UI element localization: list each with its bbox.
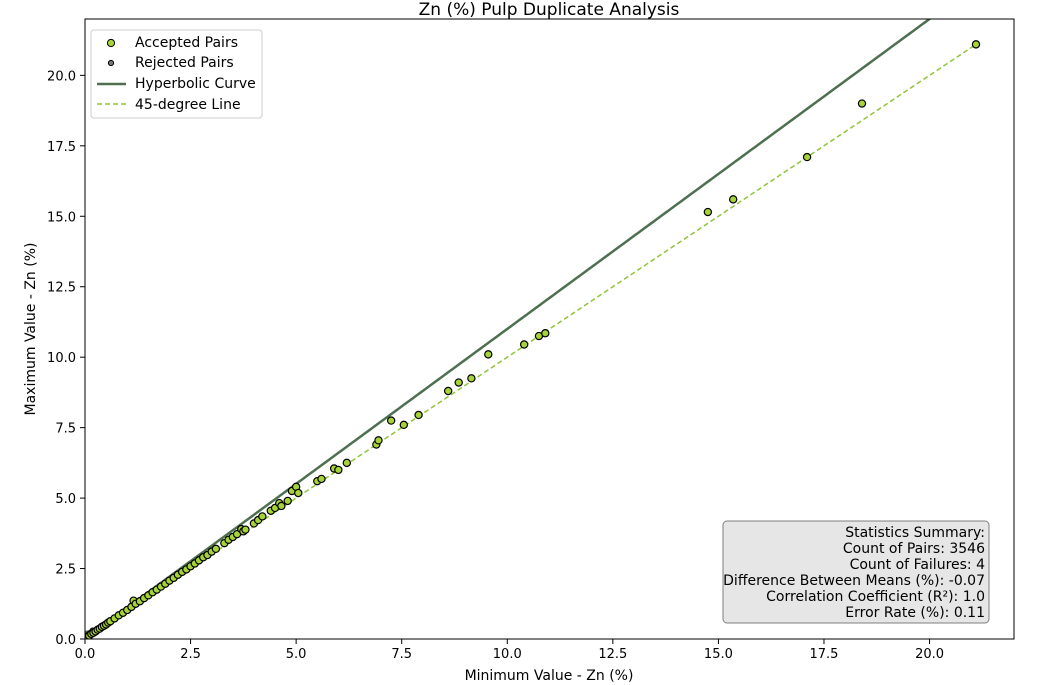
accepted-pair-point [484, 350, 493, 359]
accepted-pair-point [971, 40, 981, 49]
x-tick-label: 2.5 [180, 647, 201, 662]
x-tick-label: 5.0 [286, 647, 307, 662]
plot-frame [84, 18, 1015, 640]
accepted-pair-point [386, 416, 396, 425]
accepted-pair-point [454, 378, 463, 387]
stats-line: Count of Pairs: 3546 [843, 541, 985, 557]
stats-line: Difference Between Means (%): -0.07 [723, 573, 985, 589]
chart-title: Zn (%) Pulp Duplicate Analysis [419, 0, 680, 20]
y-axis-label: Maximum Value - Zn (%) [23, 243, 39, 416]
x-tick-label: 12.5 [598, 647, 627, 662]
legend-label-hyperbolic: Hyperbolic Curve [135, 76, 256, 92]
accepted-pair-point [399, 420, 409, 430]
accepted-pair-point [857, 99, 867, 108]
x-tick-label: 20.0 [915, 647, 944, 662]
legend-box [90, 29, 263, 119]
x-tick-label: 0.0 [75, 647, 96, 662]
y-tick-label: 15.0 [47, 210, 76, 225]
accepted-pair-point [728, 195, 738, 204]
legend-marker-rejected [107, 59, 115, 67]
x-axis: 0.0 2.5 5.0 7.5 10.0 12.5 15.0 17.5 20.0 [75, 639, 944, 662]
stats-line: Correlation Coefficient (R²): 1.0 [766, 589, 985, 605]
accepted-pair-point [802, 152, 812, 162]
y-tick-label: 20.0 [47, 69, 76, 84]
accepted-pair-point [443, 386, 453, 396]
stats-title: Statistics Summary: [845, 525, 985, 541]
x-tick-label: 10.0 [493, 647, 522, 662]
accepted-pair-point [414, 410, 423, 420]
y-tick-label: 0.0 [55, 633, 76, 648]
stats-line: Count of Failures: 4 [850, 557, 985, 573]
y-tick-label: 2.5 [55, 563, 76, 578]
y-tick-label: 12.5 [47, 281, 76, 296]
legend-label-accepted: Accepted Pairs [135, 35, 238, 51]
stats-box [722, 520, 990, 624]
accepted-pair-point [241, 525, 250, 534]
accepted-pair-point [541, 329, 550, 338]
legend-marker-accepted [106, 38, 116, 48]
accepted-pair-point [283, 496, 292, 506]
legend: Accepted Pairs Rejected Pairs Hyperbolic… [90, 29, 263, 119]
legend-label-rejected: Rejected Pairs [135, 55, 234, 71]
y-tick-label: 5.0 [55, 492, 76, 507]
stats-line: Error Rate (%): 0.11 [845, 605, 985, 621]
x-tick-label: 17.5 [810, 647, 839, 662]
y-tick-label: 17.5 [47, 140, 76, 155]
y-axis: 0.0 2.5 5.0 7.5 10.0 12.5 15.0 17.5 20.0 [47, 69, 85, 648]
plot-area [85, 19, 981, 639]
accepted-pair-point [317, 474, 326, 484]
accepted-pair-point [258, 512, 267, 521]
accepted-pair-point [334, 465, 343, 475]
accepted-pair-point [277, 501, 286, 511]
x-tick-label: 7.5 [391, 647, 412, 662]
accepted-pair-point [342, 458, 352, 468]
accepted-pair-point [467, 374, 476, 383]
legend-label-45deg: 45-degree Line [135, 97, 241, 113]
stats-summary: Statistics Summary: Count of Pairs: 3546… [722, 520, 990, 624]
hyperbolic-curve-line [85, 19, 932, 634]
accepted-pair-point [519, 340, 529, 349]
accepted-pair-point [703, 207, 713, 217]
accepted-pair-point [211, 544, 221, 554]
accepted-pair-point [374, 436, 383, 445]
accepted-pair-point [294, 488, 303, 498]
y-tick-label: 10.0 [47, 351, 76, 366]
x-tick-label: 15.0 [704, 647, 733, 662]
y-tick-label: 7.5 [55, 422, 76, 437]
x-axis-label: Minimum Value - Zn (%) [465, 668, 634, 684]
